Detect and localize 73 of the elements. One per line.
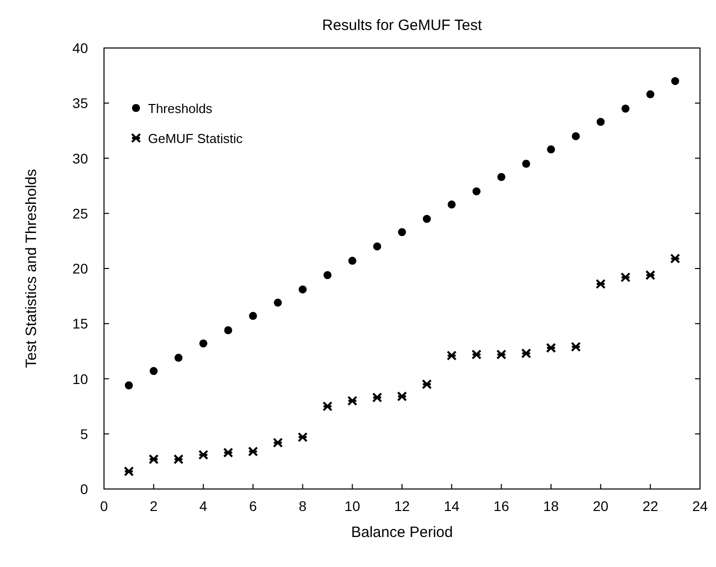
point (298, 432, 308, 442)
point (124, 381, 133, 390)
point (324, 271, 332, 280)
point (248, 446, 258, 457)
point (496, 349, 506, 360)
point (224, 326, 232, 334)
x-tick-label: 24 (692, 498, 708, 514)
point (150, 367, 158, 376)
y-tick-label: 30 (72, 150, 88, 166)
y-tick-label: 0 (80, 481, 88, 497)
point (274, 298, 282, 307)
x-axis-title: Balance Period (351, 524, 453, 541)
point (422, 214, 431, 223)
point (522, 160, 530, 168)
point (347, 396, 358, 406)
x-tick-label: 4 (199, 498, 208, 514)
point (596, 118, 605, 126)
x-tick-label: 22 (642, 498, 658, 514)
point (148, 454, 159, 464)
x-tick-label: 18 (543, 498, 559, 514)
x-tick-label: 16 (494, 498, 510, 514)
point (322, 401, 332, 412)
point (198, 450, 208, 460)
point (298, 285, 307, 294)
point (174, 354, 182, 362)
point (372, 392, 382, 402)
point (620, 272, 630, 282)
point (570, 342, 581, 352)
point (249, 312, 257, 320)
y-tick-label: 20 (72, 260, 88, 276)
point (547, 145, 555, 154)
point (174, 454, 184, 464)
point (373, 242, 382, 250)
x-tick-label: 14 (444, 498, 460, 514)
point (646, 90, 654, 98)
point (472, 187, 480, 196)
y-axis-title: Test Statistics and Thresholds (23, 169, 40, 368)
legend-label: GeMUF Statistic (148, 131, 244, 146)
x-tick-label: 10 (344, 498, 360, 514)
point (223, 448, 234, 458)
x-tick-label: 0 (100, 498, 108, 514)
point (622, 104, 630, 113)
point (199, 339, 208, 348)
y-tick-label: 25 (72, 205, 88, 222)
point (670, 254, 680, 264)
point (397, 391, 407, 402)
y-tick-label: 35 (72, 95, 88, 112)
point (272, 438, 283, 448)
point (448, 200, 456, 209)
point (472, 349, 482, 360)
point (446, 350, 457, 361)
x-tick-label: 20 (592, 498, 609, 514)
point (671, 77, 680, 86)
legend-label: Thresholds (148, 101, 213, 116)
point (546, 342, 556, 353)
point (572, 132, 580, 140)
point (422, 379, 432, 390)
point (497, 172, 506, 181)
point (645, 270, 656, 280)
point (348, 256, 356, 265)
y-tick-label: 5 (80, 426, 88, 442)
x-tick-label: 8 (298, 498, 307, 514)
point (596, 278, 606, 289)
x-tick-label: 6 (249, 498, 258, 514)
y-tick-label: 10 (72, 370, 88, 387)
point (398, 228, 406, 236)
x-tick-label: 2 (150, 498, 158, 514)
chart-title: Results for GeMUF Test (322, 17, 483, 34)
y-tick-label: 40 (72, 40, 88, 56)
point (521, 348, 532, 358)
x-tick-label: 12 (394, 498, 410, 514)
point (124, 466, 134, 476)
y-tick-label: 15 (72, 316, 88, 332)
